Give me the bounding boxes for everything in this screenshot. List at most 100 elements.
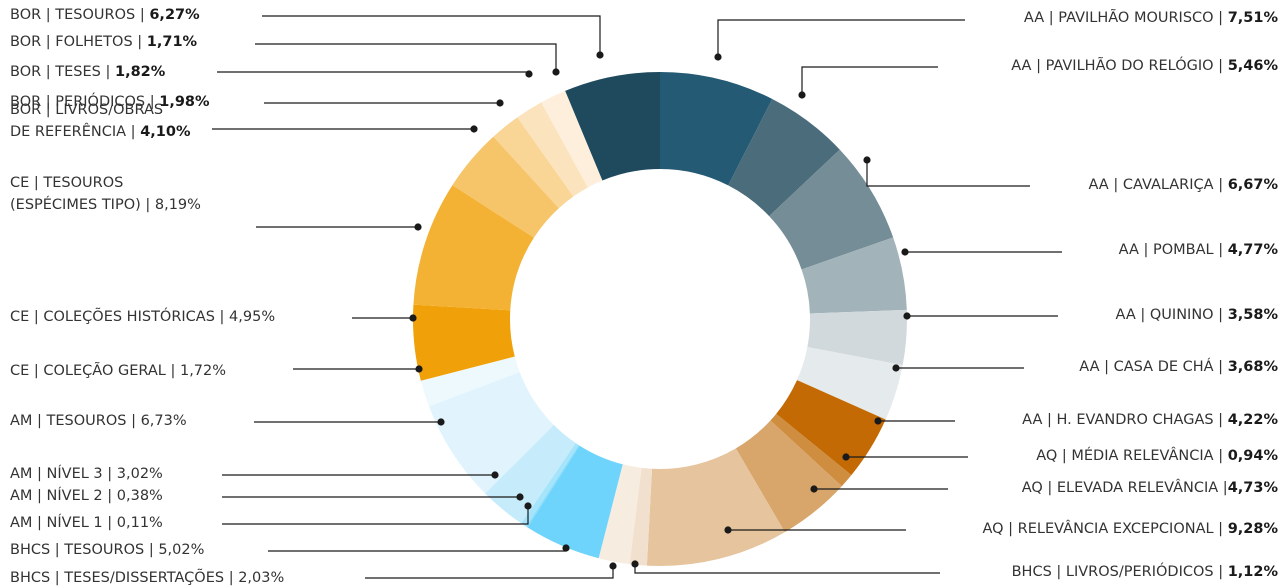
leader-line [268, 548, 567, 552]
leader-dot [714, 53, 722, 61]
slice-label: AM | NÍVEL 3 | 3,02% [10, 465, 163, 482]
leader-dot [892, 364, 900, 372]
slice-label: BOR | TESOUROS | 6,27% [10, 7, 200, 23]
slice-label: AA | QUININO | 3,58% [1116, 307, 1279, 323]
slice-label: CE | COLEÇÕES HISTÓRICAS | 4,95% [10, 307, 275, 325]
leader-line [801, 66, 938, 95]
donut-slice [565, 72, 660, 181]
donut-slice [807, 309, 907, 366]
leader-dot [596, 51, 604, 59]
donut-slice [728, 98, 840, 217]
leader-dot [609, 562, 617, 570]
slice-value: 0,11% [117, 515, 163, 531]
donut-slice [452, 136, 559, 238]
leader-dot [414, 223, 422, 231]
slice-label: CE | COLEÇÃO GERAL | 1,72% [10, 362, 226, 379]
donut-slice [517, 102, 588, 197]
slice-label: BOR | TESES | 1,82% [10, 64, 166, 80]
slice-value: 3,58% [1228, 307, 1279, 323]
slice-value: 1,72% [180, 363, 226, 379]
slice-value: 1,98% [159, 94, 210, 110]
donut-slice [420, 356, 520, 407]
donut-slice [413, 185, 534, 311]
donut-slice [413, 304, 515, 381]
slice-value: 4,73% [1228, 480, 1279, 496]
donut-slice [527, 445, 623, 559]
slice-value: 3,68% [1228, 359, 1279, 375]
slice-value: 0,38% [117, 488, 163, 504]
slice-label: DE REFERÊNCIA | 4,10% [10, 122, 191, 140]
slice-label: AA | CAVALARIÇA | 6,67% [1088, 177, 1278, 193]
slice-value: 6,67% [1228, 177, 1279, 193]
donut-slice [428, 371, 554, 494]
slice-value: 6,73% [141, 413, 187, 429]
slice-value: 8,19% [155, 197, 201, 213]
leader-line [717, 19, 965, 57]
leader-line [866, 160, 1030, 187]
slice-value: 4,22% [1228, 412, 1279, 428]
slice-value: 6,27% [149, 7, 200, 23]
leader-line [217, 71, 530, 74]
donut-slice [485, 424, 576, 524]
slice-value: 3,02% [117, 466, 163, 482]
leader-dot [903, 312, 911, 320]
slice-value: 5,46% [1228, 58, 1279, 74]
slice-label: AM | TESOUROS | 6,73% [10, 413, 187, 429]
slice-label: AA | PAVILHÃO MOURISCO | 7,51% [1024, 9, 1279, 26]
leader-dot [415, 365, 423, 373]
slice-label: BOR | LIVROS/OBRAS [10, 102, 163, 118]
donut-slice [493, 117, 574, 209]
slice-label: AQ | RELEVÂNCIA EXCEPCIONAL | 9,28% [983, 519, 1279, 537]
leader-dot [631, 560, 639, 568]
slice-value: 0,94% [1228, 448, 1279, 464]
slice-labels: AA | PAVILHÃO MOURISCO | 7,51% AA | PAVIL… [10, 7, 1278, 586]
slice-label: CE | TESOUROS [10, 175, 123, 191]
slice-label: BOR | FOLHETOS | 1,71% [10, 34, 198, 50]
donut-slice [735, 420, 842, 533]
slice-label: AA | POMBAL | 4,77% [1119, 242, 1279, 258]
slice-value: 1,82% [115, 64, 166, 80]
leader-dot [810, 485, 818, 493]
slice-label: AQ | MÉDIA RELEVÂNCIA | 0,94% [1036, 446, 1278, 464]
slice-label: BOR | PERIÓDICOS | 1,98% [10, 92, 210, 110]
leader-dot [901, 248, 909, 256]
leader-dot [437, 418, 445, 426]
donut-slice [797, 347, 903, 420]
leader-dot [798, 91, 806, 99]
slice-label: AQ | ELEVADA RELEVÂNCIA |4,73% [1022, 478, 1279, 496]
slice-value: 7,51% [1228, 10, 1279, 26]
slice-value: 5,02% [158, 542, 204, 558]
slice-label: AA | H. EVANDRO CHAGAS | 4,22% [1022, 412, 1278, 428]
donut-slice [801, 237, 907, 314]
slice-label: BHCS | TESES/DISSERTAÇÕES | 2,03% [10, 569, 284, 586]
donut-slice [598, 464, 642, 565]
donut-slice [776, 380, 886, 476]
donut-slice [541, 90, 603, 188]
donut-slice [526, 445, 580, 528]
slice-label: BHCS | TESOUROS | 5,02% [10, 542, 204, 558]
slice-label: AM | NÍVEL 1 | 0,11% [10, 514, 163, 531]
donut-slices [413, 72, 907, 566]
leader-line [222, 506, 529, 525]
leader-dot [496, 99, 504, 107]
slice-value: 2,03% [238, 570, 284, 586]
leader-dot [724, 526, 732, 534]
leader-line [255, 43, 557, 72]
slice-value: 9,28% [1228, 521, 1279, 537]
donut-slice [770, 413, 852, 487]
donut-slice [646, 448, 785, 566]
leader-dot [552, 68, 560, 76]
leader-dot [562, 544, 570, 552]
donut-slice [769, 149, 894, 270]
donut-slice [521, 443, 579, 527]
slice-value: 1,12% [1228, 564, 1279, 580]
leader-dot [863, 156, 871, 164]
slice-label: AA | CASA DE CHÁ | 3,68% [1079, 358, 1278, 375]
slice-value: 4,10% [140, 124, 191, 140]
donut-slice [660, 72, 773, 186]
slice-value: 1,71% [147, 34, 198, 50]
leader-line [262, 15, 601, 55]
donut-slice [629, 467, 653, 566]
slice-label: (ESPÉCIMES TIPO) | 8,19% [10, 196, 201, 213]
